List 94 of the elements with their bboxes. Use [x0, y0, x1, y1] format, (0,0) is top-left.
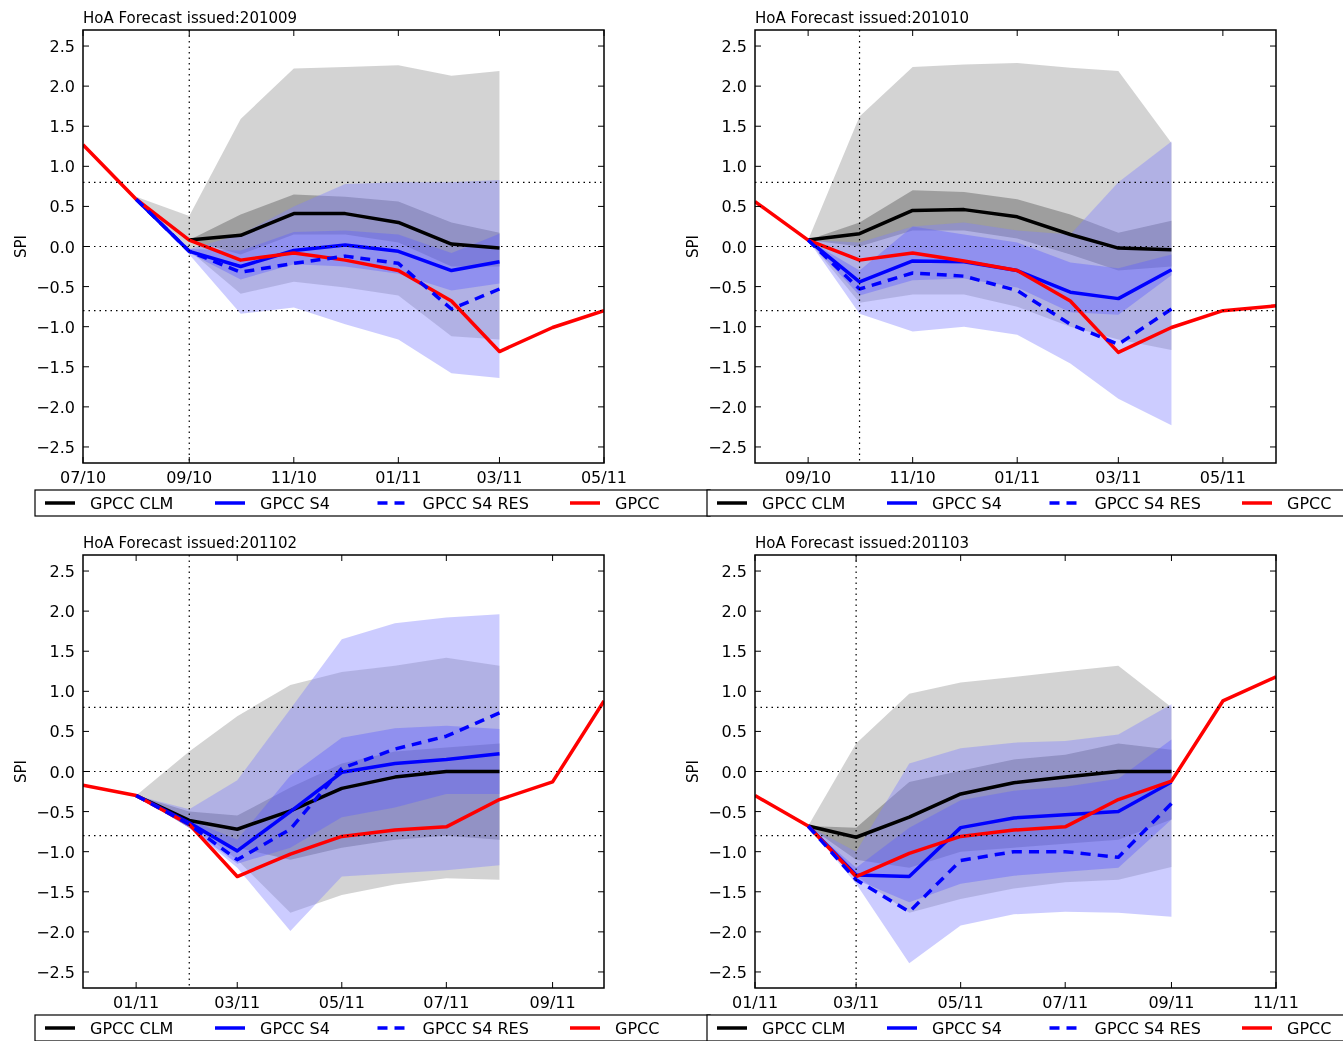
y-tick-label: 2.0: [49, 602, 75, 622]
legend-label: GPCC S4: [260, 494, 330, 513]
x-tick-label: 05/11: [318, 993, 365, 1012]
line-series: [755, 199, 1276, 355]
x-tick-label: 03/11: [214, 993, 261, 1012]
legend-label: GPCC CLM: [90, 1019, 174, 1038]
x-tick-label: 05/11: [937, 993, 984, 1012]
legend-label: GPCC S4: [260, 1019, 330, 1038]
x-tick-label: 01/11: [994, 468, 1041, 487]
x-tick-label: 03/11: [833, 993, 880, 1012]
legend-label: GPCC S4 RES: [422, 1019, 529, 1038]
x-tick-label: 09/11: [529, 993, 576, 1012]
line-series: [83, 142, 604, 354]
y-tick-label: −0.5: [708, 277, 747, 297]
y-tick-label: −1.0: [708, 842, 747, 862]
y-tick-label: 0.5: [721, 197, 747, 217]
y-tick-label: −1.5: [708, 357, 747, 377]
y-tick-label: 2.5: [49, 562, 75, 582]
y-tick-label: −1.0: [708, 317, 747, 337]
legend-label: GPCC S4 RES: [1094, 494, 1201, 513]
legend-label: GPCC CLM: [90, 494, 174, 513]
y-tick-label: 0.0: [721, 237, 747, 257]
y-tick-label: −0.5: [708, 802, 747, 822]
y-tick-label: −2.5: [708, 962, 747, 982]
y-tick-label: 2.5: [721, 37, 747, 57]
y-tick-label: 2.5: [49, 37, 75, 57]
legend-label: GPCC: [615, 1019, 660, 1038]
y-tick-label: −2.0: [36, 397, 75, 417]
y-tick-label: −0.5: [36, 802, 75, 822]
y-tick-label: 1.0: [49, 682, 75, 702]
y-tick-label: −2.5: [708, 437, 747, 457]
y-tick-label: −1.5: [36, 882, 75, 902]
chart-title: HoA Forecast issued:201103: [755, 534, 970, 552]
y-tick-label: −0.5: [36, 277, 75, 297]
x-tick-label: 09/11: [1148, 993, 1195, 1012]
x-tick-label: 03/11: [476, 468, 523, 487]
y-tick-label: −2.0: [708, 397, 747, 417]
y-tick-label: 2.0: [721, 77, 747, 97]
y-tick-label: 0.5: [721, 722, 747, 742]
x-tick-label: 01/11: [113, 993, 160, 1012]
line-series: [755, 675, 1276, 879]
chart-title: HoA Forecast issued:201010: [755, 9, 970, 27]
x-tick-label: 11/10: [270, 468, 317, 487]
y-tick-label: 0.0: [49, 762, 75, 782]
y-tick-label: −1.0: [36, 317, 75, 337]
x-tick-label: 07/11: [1042, 993, 1089, 1012]
y-tick-label: 2.0: [721, 602, 747, 622]
x-tick-label: 05/11: [1199, 468, 1246, 487]
y-tick-label: 2.0: [49, 77, 75, 97]
x-tick-label: 01/11: [731, 993, 779, 1012]
x-tick-label: 05/11: [580, 468, 628, 487]
y-tick-label: 2.5: [721, 562, 747, 582]
y-tick-label: 1.5: [721, 642, 747, 662]
y-tick-label: −1.0: [36, 842, 75, 862]
x-tick-label: 01/11: [375, 468, 422, 487]
y-tick-label: −2.5: [36, 437, 75, 457]
legend-label: GPCC: [1287, 1019, 1332, 1038]
y-tick-label: 1.5: [49, 642, 75, 662]
x-tick-label: 07/11: [423, 993, 470, 1012]
y-tick-label: 1.0: [721, 682, 747, 702]
y-tick-label: 1.0: [721, 157, 747, 177]
legend-label: GPCC S4: [932, 1019, 1002, 1038]
y-tick-label: −2.0: [36, 922, 75, 942]
legend-label: GPCC CLM: [762, 1019, 846, 1038]
y-axis-title: SPI: [12, 760, 30, 783]
legend-label: GPCC S4: [932, 494, 1002, 513]
chart-title: HoA Forecast issued:201009: [83, 9, 298, 27]
legend-label: GPCC CLM: [762, 494, 846, 513]
legend-label: GPCC: [1287, 494, 1332, 513]
y-tick-label: −2.5: [36, 962, 75, 982]
y-tick-label: 1.5: [721, 117, 747, 137]
x-tick-label: 11/11: [1252, 993, 1300, 1012]
y-tick-label: −1.5: [36, 357, 75, 377]
y-tick-label: 0.0: [721, 762, 747, 782]
chart-title: HoA Forecast issued:201102: [83, 534, 298, 552]
legend-label: GPCC: [615, 494, 660, 513]
y-tick-label: 1.0: [49, 157, 75, 177]
y-axis-title: SPI: [12, 235, 30, 258]
x-tick-label: 11/10: [889, 468, 936, 487]
y-tick-label: −2.0: [708, 922, 747, 942]
y-tick-label: 0.0: [49, 237, 75, 257]
x-tick-label: 07/10: [59, 468, 107, 487]
y-tick-label: 1.5: [49, 117, 75, 137]
y-tick-label: 0.5: [49, 197, 75, 217]
x-tick-label: 09/10: [785, 468, 832, 487]
x-tick-label: 09/10: [166, 468, 213, 487]
y-axis-title: SPI: [684, 235, 702, 258]
y-axis-title: SPI: [684, 760, 702, 783]
x-tick-label: 03/11: [1095, 468, 1142, 487]
y-tick-label: −1.5: [708, 882, 747, 902]
y-tick-label: 0.5: [49, 722, 75, 742]
legend-label: GPCC S4 RES: [1094, 1019, 1201, 1038]
legend-label: GPCC S4 RES: [422, 494, 529, 513]
line-series: [83, 699, 604, 879]
